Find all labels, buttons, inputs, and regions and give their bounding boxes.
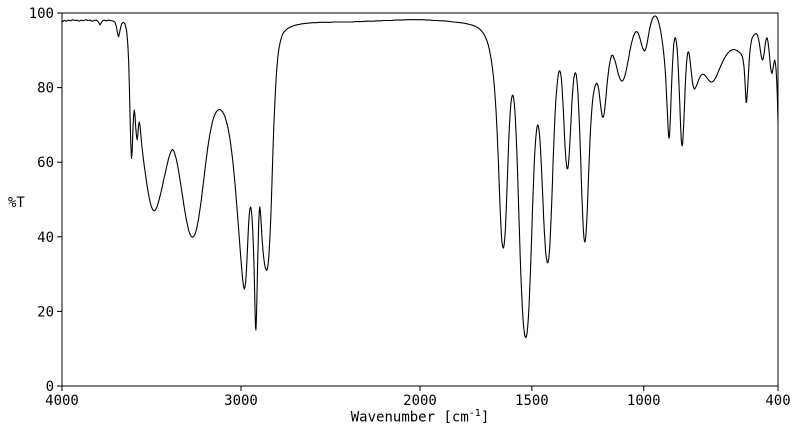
x-tick-label: 400 [765, 393, 790, 409]
y-tick-label: 80 [37, 81, 54, 97]
spectrum-trace [61, 15, 779, 339]
x-tick-label: 4000 [45, 393, 79, 409]
y-tick-label: 0 [46, 379, 54, 395]
x-axis-label-superscript: -1 [468, 408, 481, 419]
plot-frame [61, 12, 779, 387]
x-axis-label-close: ] [480, 409, 490, 426]
y-axis-label: %T [8, 195, 25, 211]
y-tick-label: 40 [37, 230, 54, 246]
x-tick-label: 1500 [515, 393, 549, 409]
x-tick-label: 2000 [403, 393, 437, 409]
x-axis-label-text: Wavenumber [cm [350, 409, 469, 426]
x-axis-label: Wavenumber [cm-1] [62, 408, 778, 426]
y-tick-label: 100 [29, 6, 54, 22]
x-tick-label: 1000 [627, 393, 661, 409]
y-tick-label: 20 [37, 304, 54, 320]
x-tick-label: 3000 [224, 393, 258, 409]
y-tick-label: 60 [37, 155, 54, 171]
